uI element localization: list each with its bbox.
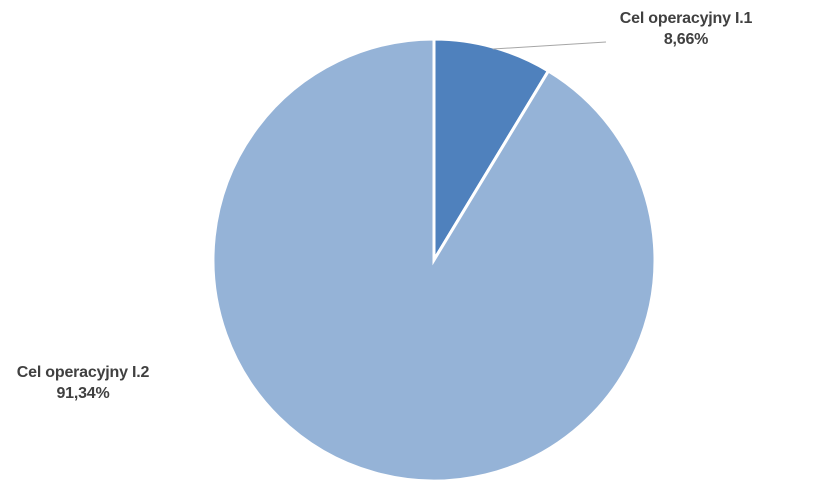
slice-label-name: Cel operacyjny I.2 [16,364,150,381]
slice-label-cel-operacyjny-i1: Cel operacyjny I.1 8,66% [606,8,766,50]
slice-label-value: 91,34% [56,385,110,402]
pie-slice-2 [211,37,657,482]
slice-label-cel-operacyjny-i2: Cel operacyjny I.2 91,34% [2,362,164,404]
pie-slice-1 [432,37,551,266]
leader-line-slice-1 [492,41,607,50]
slice-label-value: 8,66% [663,31,709,48]
slice-label-name: Cel operacyjny I.1 [619,10,753,27]
